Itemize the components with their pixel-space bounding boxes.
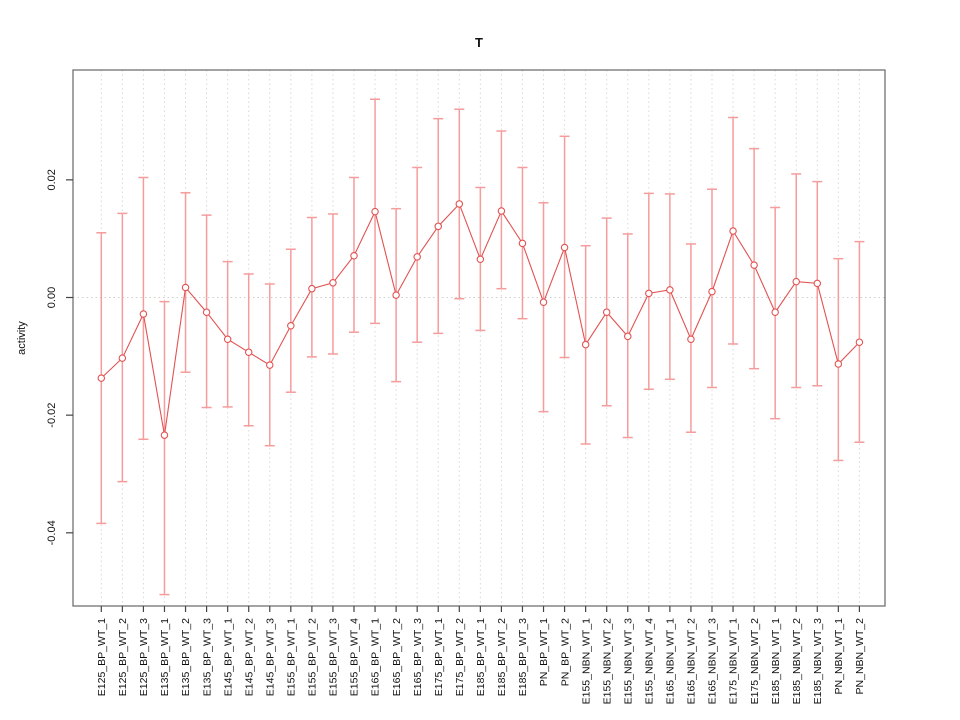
x-tick-label: PN_BP_WT_1 [538, 618, 550, 686]
x-tick-label: E175_BP_WT_2 [454, 618, 466, 696]
x-tick-label: E175_NBN_WT_2 [749, 618, 761, 705]
x-tick-label: E165_BP_WT_3 [412, 618, 424, 696]
x-tick-label: E175_BP_WT_1 [433, 618, 445, 696]
data-point [244, 348, 253, 356]
x-tick-label: E185_NBN_WT_1 [770, 618, 782, 705]
data-point [560, 243, 569, 252]
x-tick-label: E165_BP_WT_1 [370, 618, 382, 696]
data-point [518, 239, 527, 248]
x-tick-label: E185_BP_WT_2 [496, 618, 508, 696]
y-tick-label: 0.02 [46, 169, 58, 190]
x-tick-label: E135_BP_WT_1 [159, 618, 171, 696]
x-tick-label: E135_BP_WT_3 [201, 618, 213, 696]
data-point [687, 335, 695, 344]
data-point [792, 277, 800, 286]
x-tick-label: E155_NBN_WT_4 [643, 618, 655, 705]
data-point [371, 207, 379, 216]
chart-title: T [475, 35, 483, 50]
x-tick-label: E135_BP_WT_2 [180, 618, 192, 696]
x-tick-label: E155_NBN_WT_2 [601, 618, 613, 705]
y-axis-label: activity [16, 321, 28, 355]
data-point [855, 338, 864, 346]
x-tick-label: E125_BP_WT_1 [96, 618, 108, 696]
x-tick-label: E185_NBN_WT_3 [812, 618, 824, 705]
data-point [581, 340, 590, 349]
data-point [708, 287, 716, 296]
data-point [813, 279, 822, 288]
x-tick-label: E125_BP_WT_2 [117, 618, 129, 696]
data-point [771, 308, 779, 316]
data-point [350, 251, 358, 260]
data-point [139, 310, 148, 318]
data-point [392, 291, 400, 299]
data-point [497, 207, 506, 215]
x-tick-label: E155_BP_WT_2 [307, 618, 319, 696]
data-point [624, 332, 632, 341]
data-point [223, 335, 232, 344]
y-tick-label: -0.04 [46, 520, 58, 545]
data-point [97, 374, 106, 382]
grid-layer [73, 70, 885, 606]
data-point [308, 284, 316, 293]
y-tick-label: 0.00 [46, 287, 58, 308]
plot-border [72, 69, 886, 607]
data-point [539, 298, 548, 306]
x-tick-label: E155_BP_WT_3 [328, 618, 340, 696]
x-tick-label: E185_BP_WT_3 [517, 618, 529, 696]
data-point [750, 261, 758, 269]
x-tick-label: E145_BP_WT_3 [264, 618, 276, 696]
data-point [266, 361, 274, 369]
x-tick-label: E185_NBN_WT_2 [791, 618, 803, 705]
x-tick-label: E155_NBN_WT_3 [622, 618, 634, 705]
x-tick-label: E155_BP_WT_4 [349, 618, 361, 696]
data-point [434, 222, 442, 231]
axis-layer: 0.02 0.00 -0.02 -0.04 E125_BP_WT_1 E125_BP_WT… [46, 69, 886, 705]
data-point [160, 431, 169, 439]
data-point [329, 279, 337, 287]
data-point [118, 354, 127, 362]
x-tick-label: E145_BP_WT_2 [243, 618, 255, 696]
x-tick-label: E125_BP_WT_3 [138, 618, 150, 696]
x-tick-label: E165_NBN_WT_2 [686, 618, 698, 705]
data-point [413, 253, 421, 261]
x-tick-label: E165_NBN_WT_1 [665, 618, 677, 705]
x-tick-label: E155_BP_WT_1 [286, 618, 298, 696]
x-tick-label: PN_NBN_WT_1 [833, 618, 845, 695]
x-tick-label: PN_BP_WT_2 [559, 618, 571, 686]
data-point [834, 360, 843, 368]
data-point [181, 283, 190, 292]
x-tick-label: E165_NBN_WT_3 [707, 618, 719, 705]
x-tick-label: E185_BP_WT_1 [475, 618, 487, 696]
y-tick-label: -0.02 [46, 403, 58, 428]
data-point [666, 286, 674, 294]
series-layer [96, 98, 865, 596]
x-tick-label: E155_NBN_WT_1 [580, 618, 592, 705]
x-tick-label: E145_BP_WT_1 [222, 618, 234, 696]
x-tick-label: PN_NBN_WT_2 [854, 618, 866, 695]
data-point [602, 308, 611, 316]
data-point [202, 308, 211, 316]
x-tick-label: E175_NBN_WT_1 [728, 618, 740, 705]
data-point [476, 255, 485, 264]
data-point [455, 200, 464, 208]
x-tick-label: E165_BP_WT_2 [391, 618, 403, 696]
data-point [287, 321, 295, 330]
data-point [729, 227, 737, 235]
data-point [645, 289, 653, 298]
